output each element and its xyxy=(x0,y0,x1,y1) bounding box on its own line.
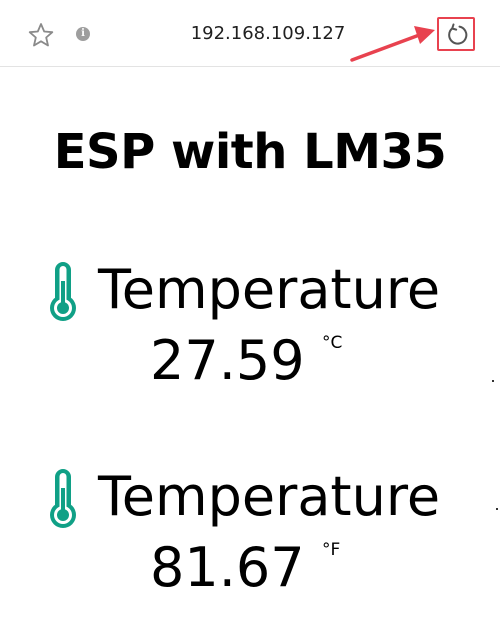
reload-button[interactable] xyxy=(437,17,475,51)
reading-label-row: Temperature xyxy=(0,462,500,532)
reading-unit: °C xyxy=(322,333,343,353)
arrow-annotation-icon xyxy=(350,26,435,62)
reading-value-row: 27.59 °C xyxy=(0,329,500,393)
reload-icon xyxy=(448,23,468,45)
address-bar-url[interactable]: 192.168.109.127 xyxy=(190,23,346,44)
browser-toolbar: i 192.168.109.127 xyxy=(0,0,500,67)
info-icon[interactable]: i xyxy=(76,27,90,41)
thermometer-icon xyxy=(50,469,76,528)
stray-dot xyxy=(492,380,494,382)
thermometer-icon xyxy=(50,262,76,321)
reading-label: Temperature xyxy=(98,258,441,321)
reading-value: 27.59 xyxy=(150,329,305,392)
reading-label: Temperature xyxy=(98,465,441,528)
page-title: ESP with LM35 xyxy=(53,124,447,180)
reading-value-row: 81.67 °F xyxy=(0,536,500,600)
star-icon[interactable] xyxy=(28,22,54,48)
reading-label-row: Temperature xyxy=(0,255,500,325)
stray-dot xyxy=(496,508,498,510)
reading-value: 81.67 xyxy=(150,536,305,599)
reading-unit: °F xyxy=(322,540,341,560)
